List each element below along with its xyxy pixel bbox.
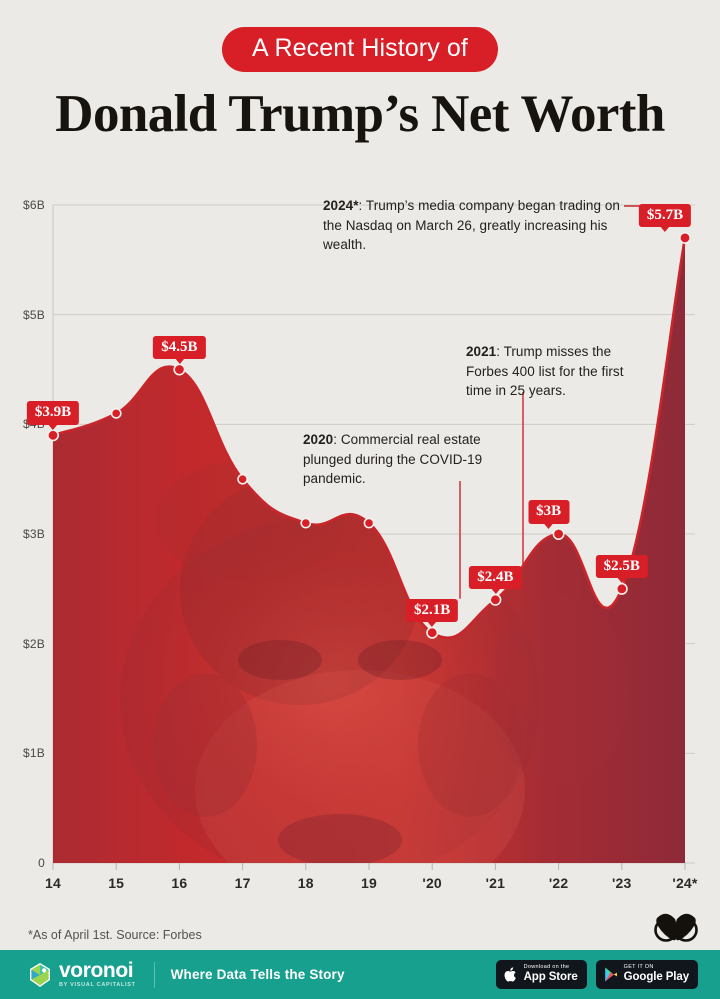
footer-tagline: Where Data Tells the Story [170,967,345,982]
app-store-button[interactable]: Download on the App Store [495,960,587,989]
data-point [363,517,375,529]
source-footnote: *As of April 1st. Source: Forbes [28,928,202,942]
visual-capitalist-binoculars-icon [654,908,698,947]
header-pill-container: A Recent History of [0,27,720,72]
data-point [552,527,565,540]
apple-icon [503,966,519,983]
annotation-2021-year: 2021 [466,344,497,359]
voronoi-mark-icon [28,962,52,988]
annotation-2024-year: 2024* [323,198,359,213]
value-flag: $5.7B [638,203,692,232]
data-point [173,363,186,376]
value-flag: $2.5B [595,554,648,583]
app-store-small-text: Download on the [523,964,570,971]
x-axis-tick-label: 15 [108,875,125,891]
footer-divider [153,961,155,988]
y-axis-tick-label: $6B [23,198,45,212]
data-point [300,517,312,529]
x-axis-tick-label: 19 [361,875,377,891]
data-point [489,593,502,606]
google-play-icon [603,966,619,983]
voronoi-brand-sub: BY VISUAL CAPITALIST [59,982,136,989]
annotation-2021: 2021: Trump misses the Forbes 400 list f… [466,342,631,401]
page-title: Donald Trump’s Net Worth [55,85,665,143]
x-axis-tick-label: 14 [45,875,61,891]
app-store-label: Download on the App Store [524,965,578,984]
app-store-badges: Download on the App Store GET IT ON Goog… [495,960,698,989]
app-store-big-text: App Store [523,971,578,984]
annotation-2020: 2020: Commercial real estate plunged dur… [303,430,503,489]
kicker-pill: A Recent History of [222,27,498,72]
value-flag: $4.5B [153,335,206,364]
google-play-label: GET IT ON Google Play [624,965,689,984]
value-flag: $3.9B [26,401,80,430]
x-axis-tick-label: '21 [485,875,506,891]
google-play-big-text: Google Play [623,971,689,984]
data-point [426,626,439,639]
annotation-2024-body: : Trump’s media company began trading on… [323,198,620,253]
data-point [237,473,248,485]
value-flag: $2.4B [469,565,522,594]
y-axis-tick-label: 0 [38,856,45,870]
data-point [615,582,628,595]
data-point [678,231,691,244]
y-axis-tick-label: $1B [23,746,45,761]
x-axis-tick-label: 17 [234,875,251,891]
annotation-2020-body: : Commercial real estate plunged during … [303,432,483,487]
x-axis-tick-label: 18 [297,875,314,891]
x-axis-tick-label: '24* [672,875,698,891]
x-axis-tick-label: '23 [612,875,632,891]
footer-bar: voronoi BY VISUAL CAPITALIST Where Data … [0,950,720,999]
google-play-small-text: GET IT ON [623,964,654,971]
y-axis-tick-label: $2B [23,636,45,651]
y-axis-tick-label: $3B [23,527,45,541]
voronoi-brand-name: voronoi [59,959,134,983]
annotation-2024: 2024*: Trump’s media company began tradi… [323,196,628,255]
annotation-2020-year: 2020 [303,432,334,447]
x-axis-tick-label: '20 [422,875,442,891]
voronoi-wordmark: voronoi BY VISUAL CAPITALIST [59,960,136,989]
google-play-button[interactable]: GET IT ON Google Play [595,960,698,989]
data-point [46,429,59,442]
data-point [110,407,122,419]
x-axis-tick-label: 16 [171,875,188,891]
y-axis-tick-label: $5B [23,307,45,322]
annotation-2021-body: : Trump misses the Forbes 400 list for t… [466,344,624,399]
value-flag: $3B [528,500,570,528]
value-flag: $2.1B [406,598,459,627]
voronoi-logo[interactable]: voronoi BY VISUAL CAPITALIST [28,960,136,989]
x-axis-tick-label: '22 [548,875,569,891]
